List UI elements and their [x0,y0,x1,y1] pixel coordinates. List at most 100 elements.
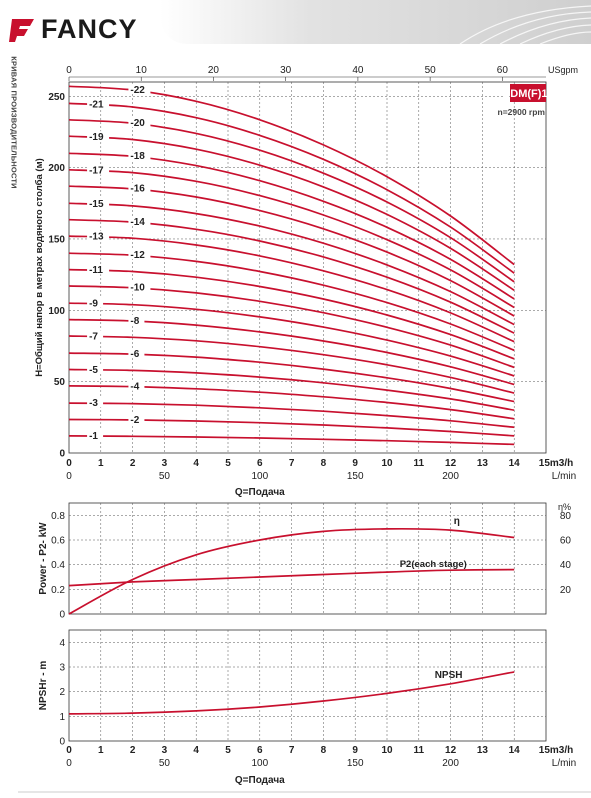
npsh-y-tick-label: 4 [59,638,65,649]
head-curve-label: -20 [130,118,145,129]
head-curve-label: -1 [89,431,98,442]
npsh-x-tick-label: 7 [289,745,295,756]
head-x-tick-label: 10 [381,458,393,469]
head-curve-label: -15 [89,199,104,210]
head-curve-label: -11 [89,265,103,276]
head-curve-label-bg [87,98,110,109]
head-x-tick-label: 4 [193,458,199,469]
power-curve-label: P2(each stage) [400,559,467,570]
head-curve [68,402,515,429]
npsh-curve [68,671,515,715]
efficiency-curve-label: η [454,516,460,527]
usgpm-tick-label: 60 [497,65,509,76]
npsh-x-axis-title: Q=Подача [235,775,285,786]
power-y-tick-label: 0.4 [51,560,65,571]
npsh-x-tick-label: 14 [509,745,521,756]
head-curve-label: -7 [89,331,98,342]
head-curve [68,202,515,326]
lmin-tick-label: 0 [66,471,72,482]
power-y-axis-title: Power - P2- kW [38,522,49,595]
head-curve [68,435,515,446]
brand-logo: FANCY [8,14,138,45]
head-curve [68,135,515,292]
head-x-tick-label: 6 [257,458,263,469]
npsh-x-tick-label: 6 [257,745,263,756]
head-y-tick-label: 50 [54,377,66,388]
npsh-plot-frame [68,629,547,742]
usgpm-tick-label: 50 [425,65,437,76]
head-curve-label-bg [128,413,145,424]
head-curve [68,335,515,394]
head-curve-label: -3 [89,398,98,409]
usgpm-unit-label: USgpm [548,65,578,75]
npsh-curve-label: NPSH [435,670,463,681]
model-label: CDM(F)10 [502,88,553,100]
head-curve-label-bg [128,380,145,391]
npsh-x-tick-label: 1 [98,745,104,756]
npsh-x-tick-label: 12 [445,745,457,756]
npsh-lmin-tick-label: 50 [159,758,171,769]
head-x-tick-label: 11 [414,458,425,469]
head-curve-label: -6 [130,349,139,360]
head-curve-label: -13 [89,232,104,243]
head-curve-label: -22 [130,85,145,96]
head-y-tick-label: 200 [48,163,65,174]
head-curve [68,168,515,309]
head-curve-label: -12 [130,250,145,261]
npsh-x-tick-label: 9 [352,745,358,756]
npsh-y-tick-label: 3 [59,663,65,674]
head-y-tick-label: 150 [48,234,65,245]
head-x-tick-label: 5 [225,458,231,469]
head-x-tick-label: 8 [321,458,327,469]
npsh-x-tick-label: 4 [193,745,199,756]
head-curve-label: -8 [130,316,139,327]
eff-y-tick-label: 40 [560,560,572,571]
head-x-tick-label: 3 [162,458,168,469]
head-x-tick-label: 9 [352,458,358,469]
head-y-tick-label: 100 [48,306,65,317]
npsh-lmin-tick-label: 0 [66,758,72,769]
head-curve-label: -14 [130,217,145,228]
head-y-tick-label: 0 [59,449,65,460]
power-y-tick-label: 0.8 [51,511,65,522]
head-curve-label: -16 [130,184,145,195]
head-curve-label-bg [128,182,151,193]
npsh-x-tick-label: 0 [66,745,72,756]
lmin-tick-label: 50 [159,471,171,482]
head-curve-label: -18 [130,151,145,162]
head-curve-label-bg [128,216,151,227]
npsh-x-tick-label: 3 [162,745,168,756]
head-curve-label: -5 [89,365,98,376]
head-curve-label-bg [87,230,110,241]
npsh-x-tick-label: 11 [414,745,425,756]
head-x-tick-label: 1 [98,458,104,469]
head-x-tick-label: 0 [66,458,72,469]
power-y-tick-label: 0.6 [51,536,65,547]
power-y-tick-label: 0.2 [51,585,65,596]
npsh-x-tick-label: 2 [130,745,136,756]
head-x-tick-label: 2 [130,458,136,469]
usgpm-tick-label: 20 [208,65,220,76]
model-badge [510,84,546,102]
lmin-tick-label: 150 [347,471,364,482]
head-curve-label: -19 [89,132,104,143]
eff-y-tick-label: 80 [560,511,572,522]
head-curve-label-bg [128,314,145,325]
head-curve-label-bg [128,249,151,260]
head-x-tick-label: 7 [289,458,295,469]
head-curve-label-bg [87,264,110,275]
npsh-lmin-tick-label: 100 [251,758,268,769]
head-x-tick-label: 14 [509,458,521,469]
head-curve-label-bg [128,117,151,128]
head-curve [68,368,515,412]
head-curve-label: -2 [130,415,139,426]
head-curve-label-bg [87,330,104,341]
eff-unit-label: η% [558,502,571,512]
head-curve-label: -21 [89,99,104,110]
head-y-axis-title: H=Общий напор в метрах водяного столба (… [34,158,45,377]
usgpm-tick-label: 0 [66,65,72,76]
npsh-lmin-tick-label: 150 [347,758,364,769]
npsh-lmin-tick-label: 200 [442,758,459,769]
head-curve [68,235,515,343]
